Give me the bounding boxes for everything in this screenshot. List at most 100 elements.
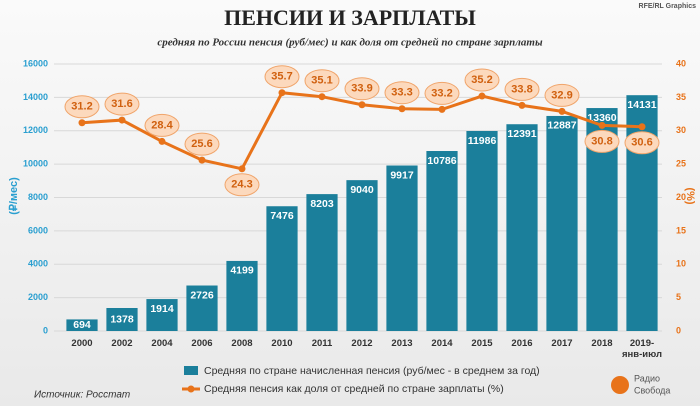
value-label-bubble xyxy=(544,83,580,107)
y2-tick-label: 10 xyxy=(676,259,686,269)
line-point xyxy=(478,92,486,100)
value-label-bubble xyxy=(504,77,540,101)
y2-tick-label: 5 xyxy=(676,292,681,302)
bar-value-label: 9040 xyxy=(350,184,374,196)
bar xyxy=(546,115,578,332)
y-tick-label: 10000 xyxy=(23,159,48,169)
value-label-bubble xyxy=(104,92,140,116)
value-label-bubble xyxy=(264,65,300,89)
bar-value-label: 4199 xyxy=(230,265,254,277)
line-value-label: 35.1 xyxy=(311,75,332,87)
bar-value-label: 7476 xyxy=(270,210,294,222)
bar-value-label: 694 xyxy=(73,319,91,331)
bar xyxy=(106,308,138,331)
bar-value-label: 14131 xyxy=(627,99,656,111)
y2-tick-label: 0 xyxy=(676,325,681,335)
y-tick-label: 0 xyxy=(43,325,48,335)
bar xyxy=(186,285,218,331)
line-value-label: 33.2 xyxy=(431,87,452,99)
line-point xyxy=(558,107,566,115)
source: Источник: Росстат xyxy=(34,390,130,401)
logo-text: Радио xyxy=(634,373,660,383)
x-tick-label: 2018 xyxy=(591,338,613,349)
line-value-label: 24.3 xyxy=(231,179,252,191)
y-tick-label: 14000 xyxy=(23,92,48,102)
line-value-label: 33.9 xyxy=(351,83,372,95)
value-label-bubble xyxy=(584,129,620,153)
line-point xyxy=(398,105,406,113)
x-tick-label: 2000 xyxy=(71,338,93,349)
y2-tick-label: 40 xyxy=(676,58,686,68)
line-value-label: 28.4 xyxy=(151,119,173,131)
bar-value-label: 10786 xyxy=(427,155,456,167)
x-tick-label: 2010 xyxy=(271,338,293,349)
bar-value-label: 12391 xyxy=(507,128,536,140)
line-value-label: 31.2 xyxy=(71,101,92,113)
chart-title: ПЕНСИИ И ЗАРПЛАТЫ xyxy=(224,5,476,30)
bar xyxy=(346,180,378,331)
y-tick-label: 2000 xyxy=(28,292,48,302)
bar-value-label: 1914 xyxy=(150,303,174,315)
y2-axis-label: (%) xyxy=(684,187,696,204)
x-tick-label: 2019- янв-июл xyxy=(621,338,663,360)
value-label-bubble xyxy=(384,81,420,105)
bar xyxy=(506,124,538,331)
x-tick-label: 2002 xyxy=(111,338,133,349)
x-tick-label: 2014 xyxy=(431,338,453,349)
bar xyxy=(386,165,418,331)
legend-swatch xyxy=(187,385,195,393)
x-tick-label: 2008 xyxy=(231,338,253,349)
y2-tick-label: 25 xyxy=(676,159,686,169)
value-label-bubble xyxy=(304,69,340,93)
line-point xyxy=(318,93,326,101)
x-tick-label: 2011 xyxy=(311,338,333,349)
line-value-label: 30.8 xyxy=(591,135,612,147)
line-value-label: 25.6 xyxy=(191,138,212,150)
bar xyxy=(626,95,658,331)
bar-value-label: 12887 xyxy=(547,120,576,132)
line-point xyxy=(78,119,86,127)
line-point xyxy=(278,89,286,97)
bar xyxy=(226,260,258,331)
line-point xyxy=(358,101,366,109)
line-point xyxy=(518,101,526,109)
line-value-label: 33.8 xyxy=(511,83,532,95)
value-label-bubble xyxy=(64,95,100,119)
line-point xyxy=(158,137,166,145)
line-point xyxy=(638,123,646,131)
logo-text: Свобода xyxy=(634,385,670,395)
x-tick-label: 2015 xyxy=(471,338,493,349)
chart-subtitle: средняя по России пенсия (руб/мес) и как… xyxy=(157,37,543,49)
x-tick-label: 2004 xyxy=(151,338,173,349)
line-value-label: 31.6 xyxy=(111,98,132,110)
bar-value-label: 11986 xyxy=(468,135,497,147)
line-point xyxy=(118,116,126,124)
x-tick-label: 2012 xyxy=(351,338,373,349)
logo-icon xyxy=(611,376,629,394)
y2-tick-label: 15 xyxy=(676,225,686,235)
value-label-bubble xyxy=(464,68,500,92)
legend-label: Средняя пенсия как доля от средней по ст… xyxy=(204,383,504,395)
y-axis-label: (₽/мес) xyxy=(8,177,20,215)
value-label-bubble xyxy=(184,132,220,156)
bar-value-label: 13360 xyxy=(587,112,616,124)
x-tick-label: 2006 xyxy=(191,338,213,349)
bar xyxy=(146,299,178,331)
y2-tick-label: 20 xyxy=(676,192,686,202)
y-tick-label: 8000 xyxy=(28,192,48,202)
value-label-bubble xyxy=(224,173,260,197)
line-value-label: 35.2 xyxy=(471,74,492,86)
credit: RFE/RL Graphics xyxy=(639,3,697,10)
bar-value-label: 9917 xyxy=(390,169,414,181)
line-point xyxy=(598,121,606,129)
bar xyxy=(426,151,458,331)
line-value-label: 35.7 xyxy=(271,71,292,83)
y-tick-label: 4000 xyxy=(28,259,48,269)
bar xyxy=(466,130,498,331)
bar-value-label: 2726 xyxy=(190,289,214,301)
y2-tick-label: 35 xyxy=(676,92,686,102)
x-tick-label: 2016 xyxy=(511,338,533,349)
line-point xyxy=(198,156,206,164)
